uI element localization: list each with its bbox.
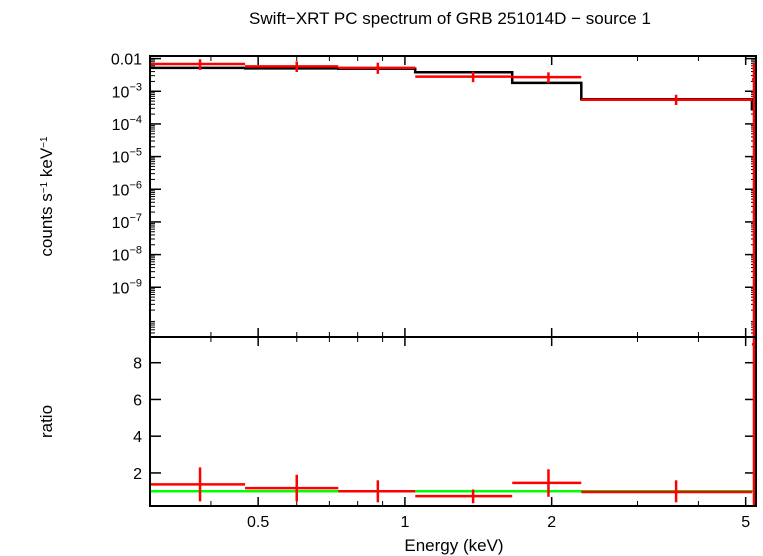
y-tick-label: 10−5 — [112, 147, 142, 167]
x-tick-label: 5 — [741, 514, 750, 531]
data-point — [245, 61, 339, 72]
y-tick-label: 6 — [133, 392, 142, 409]
y-tick-label: 4 — [133, 429, 142, 446]
y-tick-label: 10−6 — [112, 179, 142, 199]
data-point — [512, 469, 582, 497]
y-tick-label: 10−8 — [112, 245, 142, 265]
data-point — [245, 474, 339, 502]
panel-spectrum: 0.01 10−3 10−4 10−5 10−6 10−7 10−8 10−9 counts s… — [37, 52, 757, 338]
panel-ratio: 2 4 6 8 ratio — [37, 336, 757, 507]
data-point — [150, 59, 246, 70]
y-tick-label: 0.01 — [111, 52, 142, 69]
y-tick-label: 10−9 — [112, 277, 142, 297]
y-axis-label: counts s−1 keV−1 — [37, 136, 56, 257]
x-axis-label: Energy (keV) — [404, 536, 503, 555]
chart-title: Swift−XRT PC spectrum of GRB 251014D − s… — [249, 9, 651, 28]
y-tick-label: 10−7 — [112, 212, 142, 232]
data-point — [512, 72, 582, 83]
x-tick-label: 2 — [547, 514, 556, 531]
panel-frame — [149, 336, 757, 507]
data-point — [581, 480, 752, 503]
data-point — [338, 480, 416, 503]
data-point — [415, 489, 513, 504]
data-point — [338, 62, 416, 74]
y-tick-label: 2 — [133, 466, 142, 483]
y-tick-label: 10−4 — [112, 114, 142, 134]
data-point — [150, 467, 246, 502]
x-tick-label: 0.5 — [247, 514, 269, 531]
model-step-line — [150, 66, 756, 111]
y-tick-label: 8 — [133, 356, 142, 373]
x-tick-label: 1 — [400, 514, 409, 531]
data-point — [415, 71, 513, 83]
y-axis-label: ratio — [37, 405, 56, 438]
data-point — [581, 94, 752, 105]
y-tick-label: 10−3 — [112, 81, 142, 101]
plot-area: 0.01 10−3 10−4 10−5 10−6 10−7 10−8 10−9 counts s… — [37, 52, 757, 531]
